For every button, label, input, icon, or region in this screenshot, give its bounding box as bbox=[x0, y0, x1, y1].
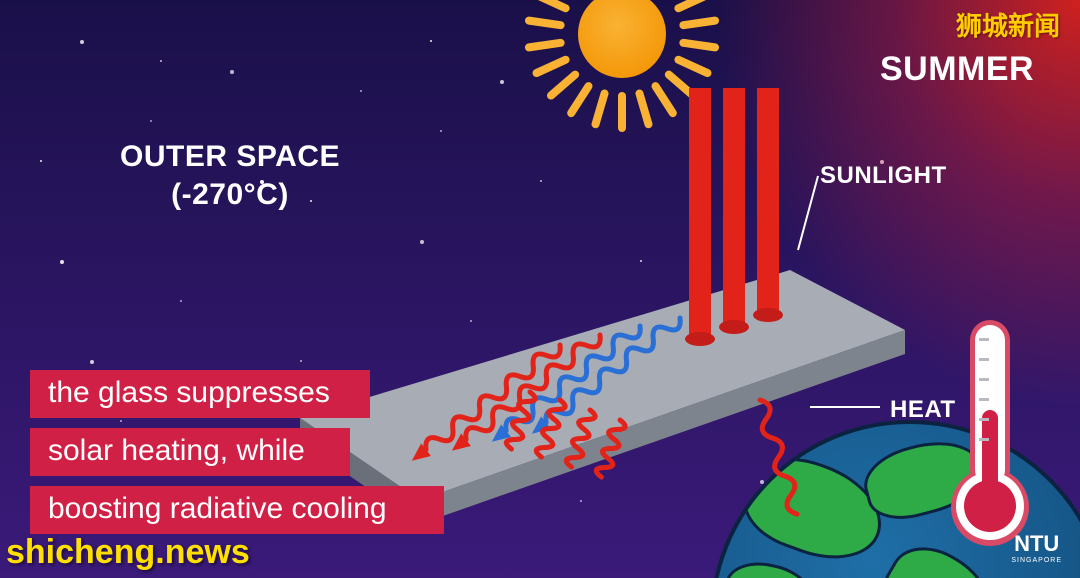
caption-line-2: boosting radiative cooling bbox=[30, 486, 444, 534]
caption-line-1: solar heating, while bbox=[30, 428, 350, 476]
outer-space-line2: (-270°C) bbox=[120, 176, 340, 214]
caption-line-0: the glass suppresses bbox=[30, 370, 370, 418]
summer-label: SUMMER bbox=[880, 50, 1034, 88]
watermark-top: 狮城新闻 bbox=[956, 11, 1060, 41]
ntu-sub: SINGAPORE bbox=[1011, 557, 1062, 564]
heat-label: HEAT bbox=[890, 396, 956, 423]
watermark-bottom: shicheng.news bbox=[6, 533, 250, 571]
sunlight-label: SUNLIGHT bbox=[820, 162, 947, 189]
outer-space-line1: OUTER SPACE bbox=[120, 138, 340, 176]
ntu-logo: NTU bbox=[1011, 531, 1062, 557]
